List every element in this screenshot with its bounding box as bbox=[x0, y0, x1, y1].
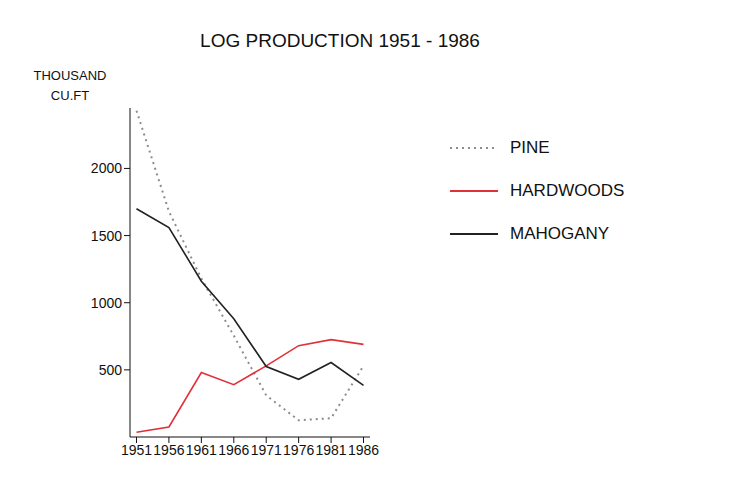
html-text:THOUSAND CU.FT: THOUSAND CU.FT bbox=[33, 68, 107, 103]
svg-text:1951: 1951 bbox=[121, 442, 152, 458]
svg-text:1981: 1981 bbox=[316, 442, 347, 458]
svg-text:500: 500 bbox=[99, 362, 123, 378]
svg-text:1986: 1986 bbox=[348, 442, 379, 458]
svg-text:1956: 1956 bbox=[153, 442, 184, 458]
html-text:HARDWOODS: HARDWOODS bbox=[510, 180, 625, 200]
svg-text:1961: 1961 bbox=[186, 442, 217, 458]
html-text:MAHOGANY: MAHOGANY bbox=[510, 223, 610, 243]
html-text:LOG PRODUCTION 1951 - 1986: LOG PRODUCTION 1951 - 1986 bbox=[200, 30, 480, 51]
svg-text:1971: 1971 bbox=[251, 442, 282, 458]
svg-text:1000: 1000 bbox=[91, 295, 122, 311]
svg-text:1976: 1976 bbox=[283, 442, 314, 458]
svg-text:2000: 2000 bbox=[91, 160, 122, 176]
svg-text:1500: 1500 bbox=[91, 228, 122, 244]
svg-text:1966: 1966 bbox=[218, 442, 249, 458]
html-text:PINE: PINE bbox=[510, 137, 550, 157]
